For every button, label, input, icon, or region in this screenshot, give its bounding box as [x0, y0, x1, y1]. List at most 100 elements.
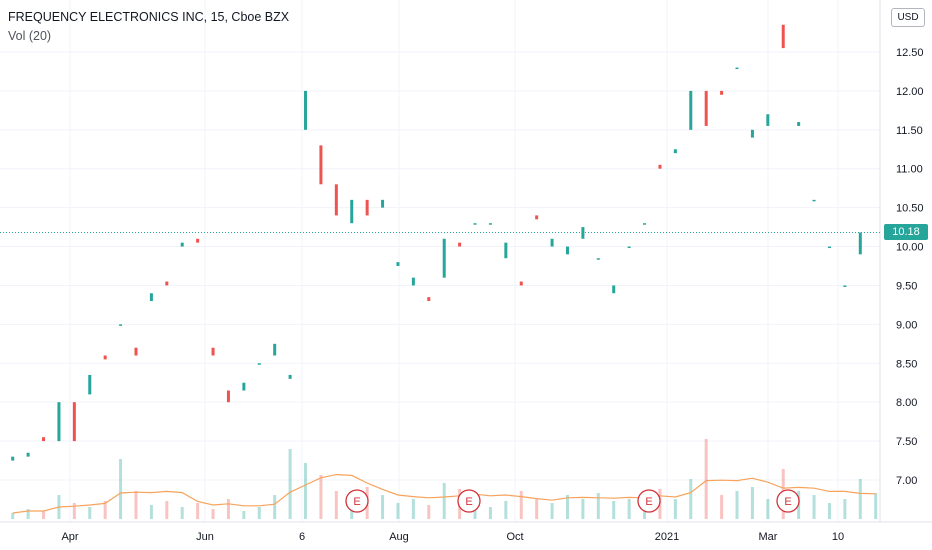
earnings-marker-circle	[637, 489, 661, 513]
price-tick-label: 12.50	[896, 47, 924, 59]
volume-bar	[242, 511, 246, 519]
time-tick-label: 6	[299, 531, 305, 543]
candle	[704, 90, 708, 126]
candle	[735, 67, 739, 70]
candle	[535, 215, 539, 220]
volume-bar	[504, 501, 508, 519]
candle	[26, 452, 30, 457]
candle	[103, 355, 107, 360]
price-tick-label: 11.50	[896, 125, 923, 137]
volume-bar	[134, 491, 138, 519]
candle	[288, 374, 292, 379]
volume-bar	[381, 495, 385, 519]
candle	[658, 164, 662, 169]
volume-bar	[427, 505, 431, 519]
currency-button[interactable]: USD	[891, 8, 925, 27]
time-tick-label: Aug	[389, 531, 409, 543]
time-tick-label: Oct	[506, 531, 523, 543]
price-tick-label: 9.00	[896, 319, 917, 331]
earnings-marker[interactable]: E	[637, 489, 661, 513]
candle	[257, 363, 261, 365]
candle	[242, 382, 246, 391]
candle	[781, 24, 785, 49]
candle	[11, 456, 15, 461]
volume-bar	[119, 459, 123, 519]
price-tick-label: 12.00	[896, 86, 924, 98]
candle	[581, 227, 585, 239]
candle	[843, 285, 847, 287]
volume-bar	[319, 475, 323, 519]
price-tick-label: 7.00	[896, 475, 917, 487]
volume-bar	[627, 499, 631, 519]
time-axis[interactable]: Apr Jun 6 Aug Oct 2021 Mar 10	[61, 531, 844, 543]
candle	[565, 246, 569, 255]
volume-bar	[257, 507, 261, 519]
time-tick-label: 2021	[655, 531, 679, 543]
candle	[720, 90, 724, 95]
candle	[88, 374, 92, 395]
candle	[596, 258, 600, 260]
price-tick-label: 9.50	[896, 280, 917, 292]
candle	[396, 262, 400, 266]
candle	[149, 293, 153, 302]
earnings-marker[interactable]: E	[776, 489, 800, 513]
candle	[411, 277, 415, 286]
volume-bar	[149, 505, 153, 519]
earnings-marker-label: E	[465, 496, 472, 508]
volume-bar	[596, 493, 600, 519]
volume-bar	[720, 495, 724, 519]
volume-bar	[704, 439, 708, 519]
candle	[72, 402, 76, 442]
volume-bar	[334, 491, 338, 519]
volume-bar	[226, 499, 230, 519]
volume-bar	[581, 499, 585, 519]
price-tick-label: 11.00	[896, 164, 923, 176]
volume-bar	[72, 503, 76, 519]
earnings-marker[interactable]: E	[457, 489, 481, 513]
candle	[766, 114, 770, 126]
volume-bar	[304, 463, 308, 519]
candle	[627, 246, 631, 249]
volume-bar	[612, 501, 616, 519]
time-tick-label: Apr	[61, 531, 78, 543]
volume-bar	[396, 503, 400, 519]
volume-bar	[750, 487, 754, 519]
candle	[334, 184, 338, 216]
candle	[165, 281, 169, 286]
chart-title: FREQUENCY ELECTRONICS INC, 15, Cboe BZX	[8, 10, 290, 24]
earnings-marker-circle	[776, 489, 800, 513]
candle	[550, 238, 554, 247]
last-price-tag: 10.18	[884, 224, 928, 240]
volume-bar	[42, 511, 46, 519]
volume-bar	[827, 503, 831, 519]
volume-bar	[874, 493, 878, 519]
volume-bar	[519, 491, 523, 519]
volume-bar	[843, 499, 847, 519]
candle	[226, 390, 230, 403]
volume-moving-average-line	[12, 473, 876, 514]
volume-bar	[442, 483, 446, 519]
time-tick-label: 10	[832, 531, 844, 543]
candle	[134, 347, 138, 356]
earnings-marker[interactable]: E	[345, 489, 369, 513]
earnings-marker-circle	[345, 489, 369, 513]
price-tick-label: 8.00	[896, 397, 917, 409]
volume-bar	[411, 499, 415, 519]
price-axis[interactable]: 7.00 7.50 8.00 8.50 9.00 9.50 10.00 10.50 11.00 1…	[896, 47, 924, 487]
volume-bar	[196, 503, 200, 519]
candle	[304, 90, 308, 130]
candle	[750, 129, 754, 138]
earnings-marker-label: E	[353, 496, 360, 508]
candle	[350, 199, 354, 224]
time-tick-label: Jun	[196, 531, 214, 543]
candle	[381, 199, 385, 208]
candle	[827, 246, 831, 249]
volume-indicator-label[interactable]: Vol (20)	[8, 29, 52, 43]
volume-bar	[165, 501, 169, 519]
volume-bar	[735, 491, 739, 519]
candle	[458, 242, 462, 247]
earnings-marker-label: E	[645, 496, 652, 508]
candle	[812, 199, 816, 202]
